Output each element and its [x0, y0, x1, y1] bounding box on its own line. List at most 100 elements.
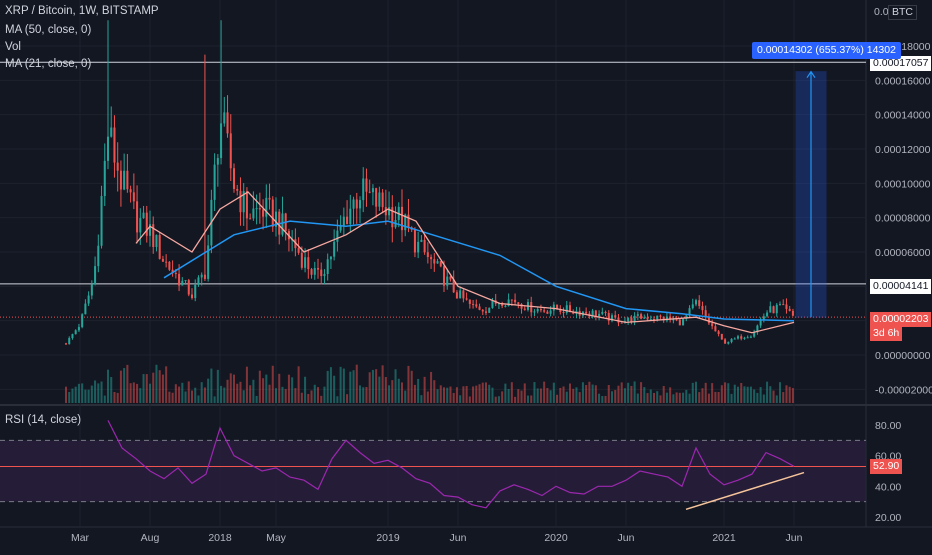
volume-bar: [329, 367, 332, 403]
candle-body: [336, 230, 339, 242]
candle-body: [420, 239, 423, 242]
volume-bar: [649, 389, 652, 403]
candle-body: [113, 127, 116, 163]
candle-body: [365, 178, 368, 192]
rsi-y-tick-label: 80.00: [875, 420, 901, 432]
volume-bar: [630, 385, 633, 403]
candle-body: [446, 276, 449, 286]
candle-body: [504, 305, 507, 307]
symbol-legend[interactable]: XRP / Bitcoin, 1W, BITSTAMP: [5, 5, 159, 17]
volume-bar: [100, 381, 103, 403]
volume-bar: [488, 384, 491, 403]
volume-bar: [394, 369, 397, 403]
volume-bar: [210, 368, 213, 403]
volume-bar: [526, 395, 530, 403]
volume-bar: [546, 387, 549, 403]
volume-bar: [316, 387, 320, 403]
candle-body: [594, 310, 597, 317]
volume-bar: [239, 381, 242, 403]
candle-body: [730, 338, 733, 343]
volume-bar: [665, 392, 668, 403]
candle-body: [720, 333, 723, 340]
volume-bar: [746, 386, 749, 403]
candle-body: [462, 290, 465, 299]
volume-bar: [766, 381, 769, 403]
volume-bar: [304, 376, 307, 403]
candle-body: [439, 261, 442, 267]
rsi-legend[interactable]: RSI (14, close): [5, 414, 81, 426]
candle-body: [497, 303, 500, 305]
volume-bar: [720, 385, 723, 403]
volume-bar: [274, 388, 278, 403]
x-tick-label: 2021: [712, 532, 736, 544]
rsi-line: [107, 420, 795, 509]
volume-bar: [736, 386, 740, 403]
volume-bar: [400, 382, 404, 403]
candle-body: [297, 248, 300, 253]
volume-bar: [129, 383, 132, 403]
volume-bar: [701, 388, 704, 403]
candle-body: [355, 199, 358, 209]
y-tick-label: 0.00012000: [875, 144, 931, 156]
candle-body: [106, 136, 110, 161]
measure-label[interactable]: 0.00014302 (655.37%) 14302: [752, 42, 901, 59]
candle-body: [300, 252, 303, 268]
candle-body: [271, 199, 274, 227]
volume-bar: [336, 396, 339, 403]
candle-body: [743, 337, 746, 339]
candle-body: [194, 284, 197, 299]
volume-bar: [627, 382, 630, 403]
candle-body: [426, 252, 429, 258]
rsi-label: RSI (14, close): [5, 414, 82, 426]
volume-bar: [110, 377, 113, 403]
volume-bar: [523, 383, 526, 403]
volume-bar: [594, 385, 597, 403]
candle-body: [704, 310, 707, 318]
x-tick-label: 2019: [376, 532, 400, 544]
candle-body: [423, 239, 426, 253]
candle-body: [478, 306, 481, 310]
candle-body: [339, 225, 342, 231]
volume-bar: [161, 374, 164, 403]
volume-bar: [510, 382, 513, 403]
volume-bar: [694, 381, 698, 403]
volume-bar: [539, 388, 542, 403]
y-tick-label: -0.00002000: [875, 384, 932, 396]
candle-body: [627, 317, 630, 322]
candle-body: [274, 211, 278, 227]
volume-bar: [220, 385, 223, 403]
volume-bar: [520, 390, 523, 403]
volume-bar: [90, 385, 93, 403]
candle-body: [433, 259, 436, 264]
candle-body: [413, 229, 416, 253]
volume-bar: [484, 382, 488, 403]
candle-body: [181, 280, 184, 286]
candle-body: [197, 277, 200, 285]
volume-bar: [187, 381, 190, 403]
volume-bar: [113, 391, 116, 403]
vol-label: Vol: [5, 41, 21, 53]
volume-bar: [691, 382, 694, 403]
volume-bar: [262, 378, 265, 403]
volume-bar: [197, 395, 200, 403]
volume-bar: [717, 391, 720, 403]
ma50-legend[interactable]: MA (50, close, 0): [5, 24, 91, 36]
candle-body: [375, 188, 378, 207]
volume-bar: [659, 395, 662, 403]
candle-body: [388, 207, 391, 216]
volume-bar: [346, 394, 349, 403]
ma21-legend[interactable]: MA (21, close, 0): [5, 58, 91, 70]
candle-body: [617, 317, 620, 323]
ma50-label: MA (50, close, 0): [5, 24, 92, 36]
candle-body: [556, 304, 559, 310]
candle-body: [236, 188, 239, 191]
vol-legend[interactable]: Vol: [5, 41, 21, 53]
candle-body: [384, 207, 387, 216]
currency-badge[interactable]: BTC: [888, 5, 917, 20]
candle-body: [126, 170, 129, 190]
volume-bar: [504, 383, 507, 403]
volume-bar: [349, 371, 352, 403]
volume-bar: [87, 389, 90, 403]
volume-bar: [588, 381, 591, 403]
